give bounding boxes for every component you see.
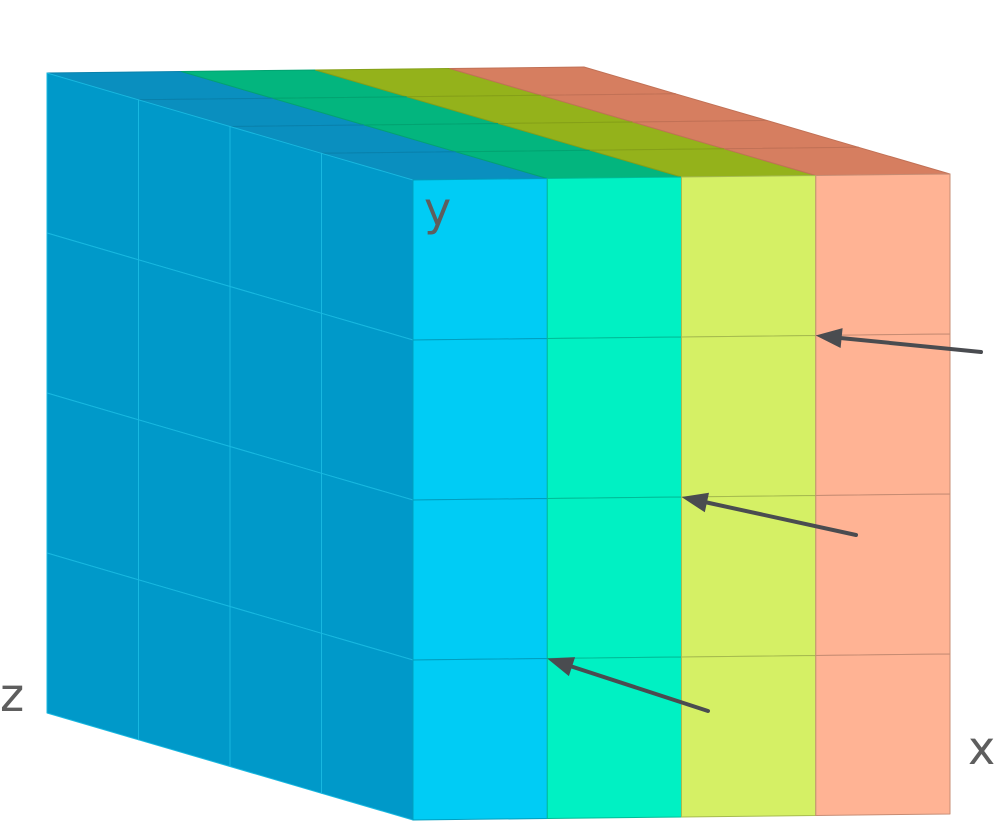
side-cell bbox=[229, 286, 322, 474]
side-cell bbox=[229, 446, 322, 634]
side-cell bbox=[46, 72, 139, 261]
side-cell bbox=[138, 259, 231, 447]
side-cell bbox=[229, 126, 322, 314]
front-cell bbox=[681, 175, 817, 338]
front-cell bbox=[815, 333, 951, 496]
pointer-arrow-1 bbox=[547, 657, 710, 713]
front-cell bbox=[681, 495, 817, 658]
front-cell bbox=[412, 338, 548, 501]
axis-label-z: z bbox=[0, 668, 24, 722]
pointer-arrow-3 bbox=[815, 328, 983, 354]
front-cell bbox=[412, 498, 548, 661]
front-cell bbox=[546, 336, 682, 499]
axis-label-y: y bbox=[424, 182, 451, 236]
side-cell bbox=[321, 632, 414, 821]
side-cell bbox=[321, 152, 414, 341]
side-cell bbox=[321, 312, 414, 501]
front-cell bbox=[546, 496, 682, 659]
front-cell bbox=[815, 173, 951, 336]
front-cell bbox=[815, 653, 951, 816]
side-cell bbox=[138, 419, 231, 607]
axis-label-x: x bbox=[968, 721, 995, 775]
front-cell bbox=[681, 655, 817, 818]
side-cell bbox=[321, 472, 414, 661]
side-cell bbox=[138, 579, 231, 767]
side-cell bbox=[46, 552, 139, 741]
front-cell bbox=[546, 176, 682, 339]
side-cell bbox=[138, 99, 231, 287]
side-cell bbox=[46, 392, 139, 581]
front-cell bbox=[681, 335, 817, 498]
side-cell bbox=[229, 606, 322, 794]
pointer-arrow-2 bbox=[681, 492, 858, 537]
front-cell bbox=[815, 493, 951, 656]
front-cell bbox=[412, 658, 548, 821]
side-cell bbox=[46, 232, 139, 421]
